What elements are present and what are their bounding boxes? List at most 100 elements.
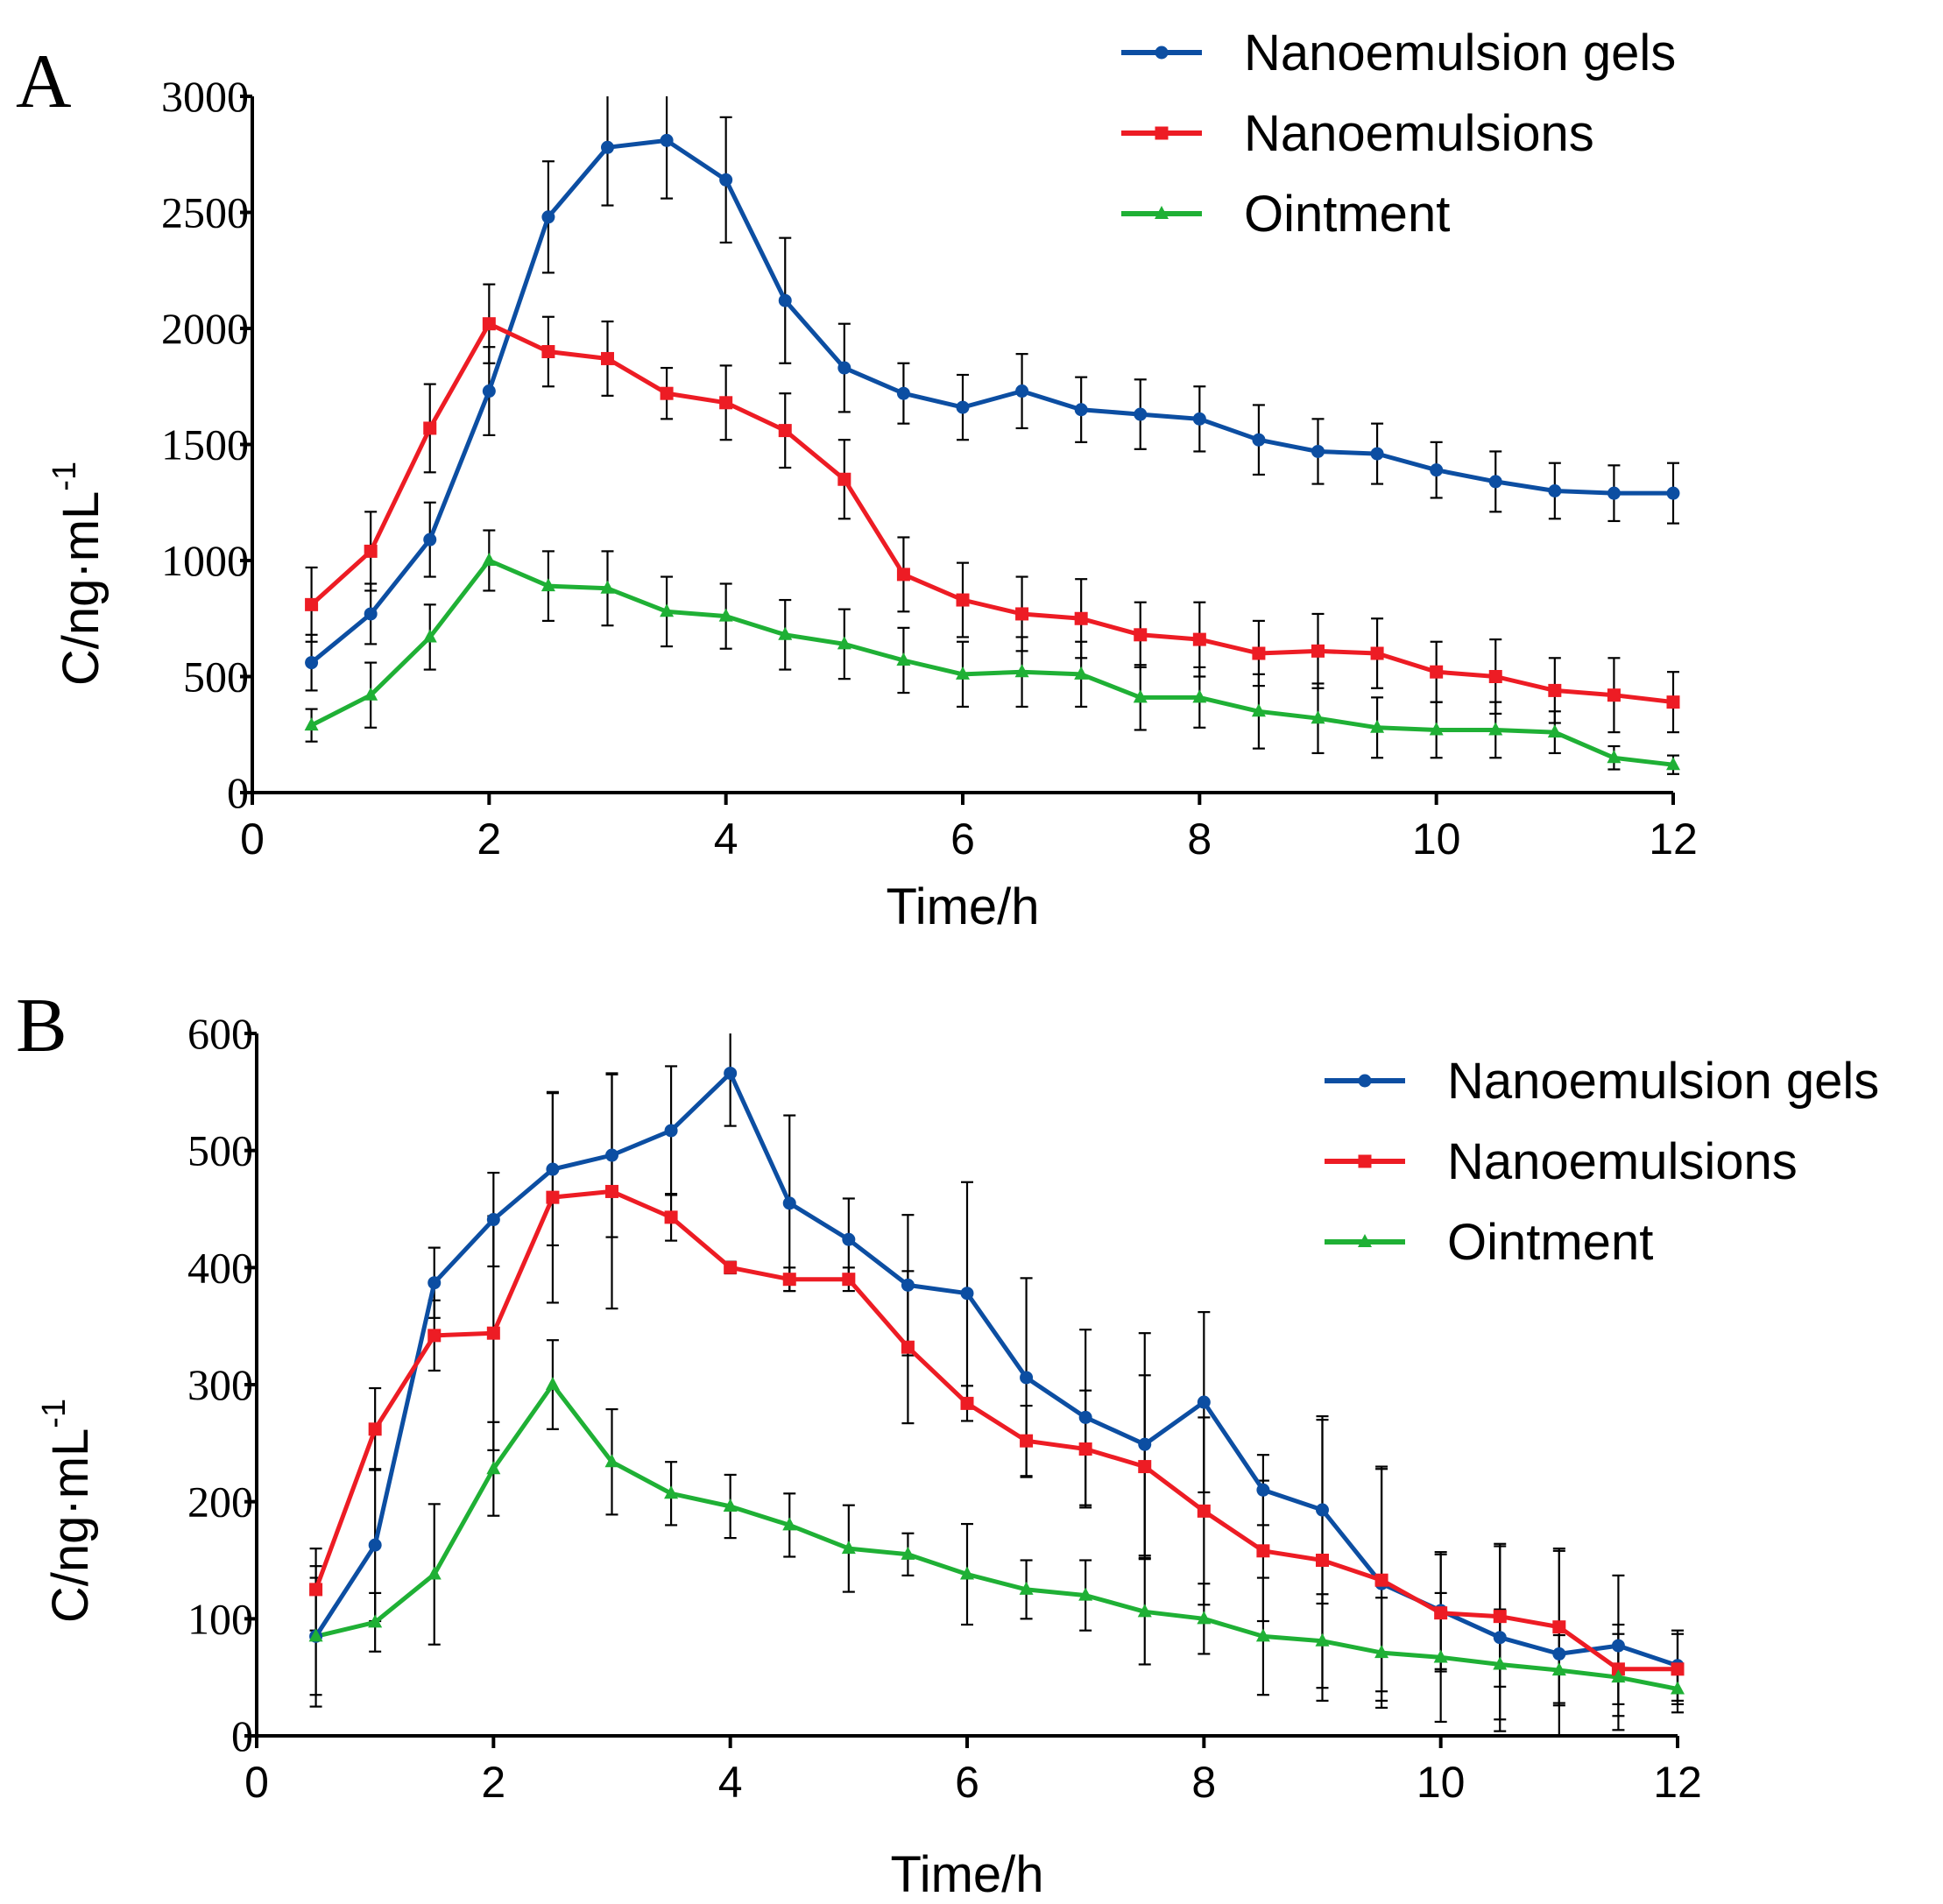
panel-b-nanoemulsion-gels-point xyxy=(1138,1437,1152,1451)
panel-a-ointment-point xyxy=(1014,664,1029,678)
panel-b-ointment-point xyxy=(1255,1628,1270,1642)
panel-a-nanoemulsion-gels-point xyxy=(719,173,733,187)
panel-b-nanoemulsion-gels-point xyxy=(1256,1483,1270,1497)
panel-b-nanoemulsions-point xyxy=(1493,1610,1507,1624)
panel-b-series-lines xyxy=(314,1070,1678,1691)
panel-a-series-lines xyxy=(309,138,1674,767)
panel-b-ointment-point xyxy=(545,1377,560,1390)
panel-b-nanoemulsions-point xyxy=(1256,1544,1270,1558)
panel-b-nanoemulsion-gels-point xyxy=(960,1287,974,1301)
panel-a-x-tick-label: 8 xyxy=(1187,814,1212,864)
panel-a-nanoemulsion-gels-line xyxy=(310,138,1673,665)
panel-b-x-tick-label: 8 xyxy=(1191,1758,1216,1807)
panel-b-ointment-point xyxy=(841,1541,856,1555)
panel-b-ointment-point xyxy=(1137,1604,1152,1618)
panel-b-nanoemulsions-point xyxy=(724,1260,738,1274)
panel-b-nanoemulsions-line xyxy=(314,1188,1678,1672)
panel-a-y-axis-label-group: C/ng·mL-1 xyxy=(46,462,110,686)
panel-b-nanoemulsion-gels-point xyxy=(546,1162,560,1176)
panel-a-ointment-point xyxy=(956,666,970,680)
panel-b-legend: Nanoemulsion gels Nanoemulsions Ointment xyxy=(1325,1053,1879,1271)
panel-a-ointment-point xyxy=(718,608,733,622)
panel-a-nanoemulsion-gels-point xyxy=(1370,447,1384,461)
panel-a-nanoemulsions-point xyxy=(956,593,970,607)
panel-a-nanoemulsion-gels-point xyxy=(956,400,970,414)
panel-a-nanoemulsions-point xyxy=(719,396,733,410)
panel-b-x-tick-label: 12 xyxy=(1653,1758,1702,1807)
panel-a-nanoemulsion-gels-point xyxy=(1134,407,1148,421)
panel-b-ointment-point xyxy=(1315,1633,1330,1647)
panel-b-nanoemulsion-gels-point xyxy=(782,1196,796,1210)
panel-a-ointment-point xyxy=(1074,666,1089,680)
panel-a-nanoemulsions-point xyxy=(896,568,910,582)
panel-a-ointment-point xyxy=(1133,689,1148,703)
panel-b-nanoemulsions-point xyxy=(309,1583,323,1597)
panel-a-nanoemulsions-point xyxy=(423,421,437,435)
panel-b-y-axis-label-main: C/ng·mL xyxy=(42,1428,99,1623)
panel-a-nanoemulsion-gels-point xyxy=(305,656,319,670)
panel-b-x-tick-label: 10 xyxy=(1417,1758,1466,1807)
panel-a-nanoemulsion-gels-point xyxy=(541,210,555,224)
panel-a-y-tick-label: 1500 xyxy=(161,420,249,469)
panel-a-nanoemulsion-gels-point xyxy=(1607,486,1621,500)
panel-b-legend-marker-nanoemulsions xyxy=(1358,1154,1372,1168)
panel-b-nanoemulsions-point xyxy=(1374,1573,1388,1587)
panel-b-nanoemulsion-gels-point xyxy=(1078,1410,1092,1424)
panel-b-legend-label-ointment: Ointment xyxy=(1447,1214,1653,1271)
panel-a-ointment-point xyxy=(1607,750,1622,764)
panel-b-ointment-point xyxy=(1551,1662,1566,1676)
panel-b-nanoemulsions-point xyxy=(664,1210,678,1224)
panel-a-ointment-point xyxy=(1370,719,1385,733)
panel-b-nanoemulsions-point xyxy=(1552,1620,1566,1634)
panel-b-ointment-point xyxy=(368,1614,383,1628)
panel-a-ointment-point xyxy=(837,636,851,650)
panel-b-x-tick-label: 4 xyxy=(718,1758,743,1807)
panel-b-nanoemulsion-gels-point xyxy=(605,1148,618,1162)
panel-b-y-tick-label: 200 xyxy=(187,1477,253,1527)
panel-b-nanoemulsion-gels-point xyxy=(427,1276,442,1290)
panel-b-nanoemulsion-gels-point xyxy=(1316,1503,1329,1517)
panel-b-nanoemulsion-gels-point xyxy=(1552,1647,1566,1661)
panel-b-x-tick-label: 0 xyxy=(244,1758,269,1807)
panel-b-ointment-point xyxy=(960,1566,974,1580)
panel-a-x-axis-label: Time/h xyxy=(886,878,1039,935)
panel-b-y-axis-label: C/ng·mL-1 xyxy=(36,1399,99,1623)
panel-a-nanoemulsion-gels-point xyxy=(482,384,496,398)
panel-b-ointment-point xyxy=(901,1546,915,1560)
panel-b-ointment-point xyxy=(723,1499,738,1513)
panel-a-y-tick-label: 1000 xyxy=(161,536,249,585)
panel-b-ointment-point xyxy=(1433,1649,1448,1663)
panel-a-ointment-point xyxy=(1547,724,1562,738)
panel-a-ointment-point xyxy=(1488,722,1503,736)
panel-b-y-tick-label: 300 xyxy=(187,1360,253,1409)
panel-b-ointment-point xyxy=(1374,1645,1389,1659)
panel-b-legend-marker-ointment xyxy=(1358,1234,1372,1247)
panel-a-legend-marker-nanoemulsion-gels xyxy=(1155,46,1169,60)
panel-a-nanoemulsion-gels-point xyxy=(660,133,674,147)
panel-a-nanoemulsions-point xyxy=(601,351,614,365)
panel-b-nanoemulsions-point xyxy=(486,1326,500,1340)
panel-b-x-tick-label: 2 xyxy=(481,1758,505,1807)
panel-b-legend-label-nanoemulsion-gels: Nanoemulsion gels xyxy=(1447,1053,1879,1110)
panel-a-x-tick-label: 6 xyxy=(950,814,975,864)
panel-b-nanoemulsions-point xyxy=(546,1190,560,1204)
panel-a-ointment-point xyxy=(541,578,555,592)
panel-b-chart: B 0 100 200 300 400 500 600 0 2 4 6 8 10 12 Time/h C/… xyxy=(16,984,1879,1903)
panel-a-nanoemulsion-gels-point xyxy=(1192,412,1206,426)
panel-a-letter: A xyxy=(16,39,72,124)
panel-a-nanoemulsion-gels-point xyxy=(1015,384,1029,398)
panel-b-nanoemulsion-gels-point xyxy=(1197,1395,1211,1409)
panel-a-ointment-point xyxy=(778,626,793,640)
panel-a-nanoemulsions-point xyxy=(1488,670,1502,683)
panel-b-nanoemulsion-gels-point xyxy=(901,1278,915,1292)
panel-a-nanoemulsion-gels-point xyxy=(1311,444,1325,458)
panel-b-ointment-point xyxy=(1019,1581,1034,1595)
panel-b-x-tick-label: 6 xyxy=(955,1758,979,1807)
panel-b-nanoemulsion-gels-point xyxy=(664,1124,678,1138)
panel-a-nanoemulsion-gels-point xyxy=(1488,475,1502,489)
panel-b-y-axis-label-sup: -1 xyxy=(36,1399,73,1428)
panel-a-chart: A 0 500 1000 1500 2000 2500 3000 0 2 4 6 8 10 12 Time… xyxy=(16,25,1698,935)
panel-b-nanoemulsion-gels-point xyxy=(1493,1631,1507,1645)
panel-b-nanoemulsions-point xyxy=(1671,1662,1685,1676)
